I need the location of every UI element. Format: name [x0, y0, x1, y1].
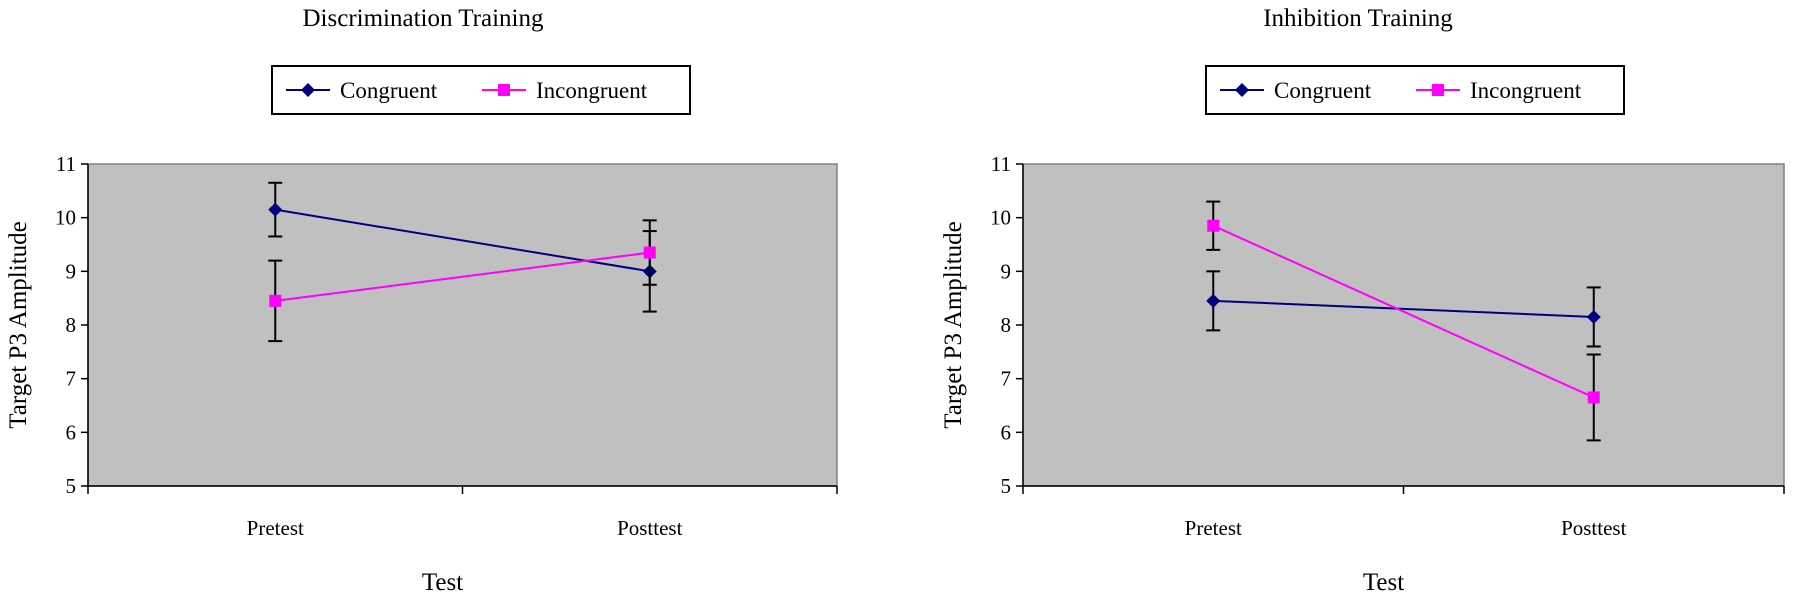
y-tick-label: 7: [1001, 367, 1012, 391]
y-axis-title: Target P3 Amplitude: [5, 221, 32, 429]
y-tick-label: 9: [66, 259, 77, 283]
plot-area: [87, 163, 838, 487]
chart-title: Inhibition Training: [1263, 5, 1453, 32]
data-point-congruent: [268, 202, 283, 217]
data-point-incongruent: [1207, 219, 1220, 232]
y-tick-label: 5: [66, 474, 77, 498]
legend-label: Congruent: [340, 78, 438, 103]
series-line-congruent: [1213, 299, 1594, 318]
y-tick-label: 10: [990, 206, 1011, 230]
x-axis-title: Test: [1363, 569, 1404, 596]
data-point-incongruent: [269, 294, 282, 307]
x-axis-title: Test: [422, 569, 463, 596]
plot-area: [1022, 163, 1785, 487]
x-category-label: Pretest: [247, 516, 304, 540]
x-category-label: Pretest: [1185, 516, 1242, 540]
legend-label: Congruent: [1274, 78, 1372, 103]
data-point-incongruent: [643, 246, 656, 259]
data-point-congruent: [1586, 309, 1601, 324]
legend-label: Incongruent: [536, 78, 648, 103]
y-tick-label: 9: [1001, 259, 1012, 283]
y-tick-label: 10: [55, 206, 76, 230]
y-tick-label: 11: [56, 152, 76, 176]
legend-marker: [1432, 84, 1444, 96]
x-category-label: Posttest: [617, 516, 683, 540]
series-line-incongruent: [275, 251, 650, 302]
legend-label: Incongruent: [1470, 78, 1582, 103]
chart-panel-1: Discrimination Training Congruent Incongru…: [5, 5, 838, 596]
data-point-incongruent: [1587, 391, 1600, 404]
data-point-congruent: [1206, 293, 1221, 308]
legend-marker: [498, 84, 510, 96]
y-tick-label: 5: [1001, 474, 1012, 498]
chart-title: Discrimination Training: [303, 5, 544, 32]
series-line-incongruent: [1212, 224, 1595, 399]
y-tick-label: 8: [1001, 313, 1012, 337]
legend-marker: [1235, 83, 1249, 97]
y-tick-label: 6: [1001, 420, 1012, 444]
y-tick-label: 11: [991, 152, 1011, 176]
y-tick-label: 8: [66, 313, 77, 337]
y-axis-title: Target P3 Amplitude: [940, 221, 967, 429]
legend-box: [271, 65, 691, 115]
y-tick-label: 6: [66, 420, 77, 444]
legend-box: [1205, 65, 1625, 115]
chart-panel-2: Inhibition Training Congruent Incongruent 5…: [940, 5, 1785, 596]
y-tick-label: 7: [66, 367, 77, 391]
x-category-label: Posttest: [1561, 516, 1627, 540]
legend-marker: [301, 83, 315, 97]
